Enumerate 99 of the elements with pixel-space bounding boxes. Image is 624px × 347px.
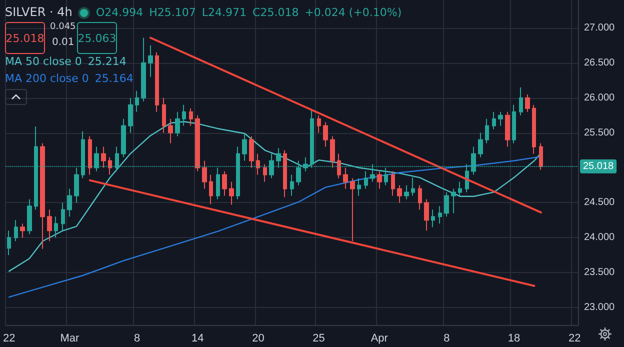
candlestick bbox=[148, 44, 153, 78]
candlestick bbox=[141, 37, 146, 102]
chart-title: SILVER · 4h bbox=[5, 5, 72, 19]
candlestick bbox=[67, 188, 72, 218]
text: MA 200 close 0 bbox=[5, 72, 89, 85]
candlestick bbox=[512, 104, 516, 144]
candlestick bbox=[485, 118, 489, 144]
y-tick-label: 23.500 bbox=[584, 267, 616, 278]
candlestick bbox=[101, 146, 106, 168]
annotation: O24.994 bbox=[96, 6, 144, 19]
candlestick bbox=[162, 97, 166, 134]
candlestick bbox=[404, 184, 409, 200]
candlestick bbox=[7, 230, 11, 256]
candlestick bbox=[88, 136, 92, 176]
annotation: H25.107 bbox=[149, 6, 196, 19]
candlestick bbox=[168, 118, 173, 144]
y-tick-label: 24.000 bbox=[584, 232, 616, 244]
candlestick bbox=[438, 206, 442, 224]
candlestick bbox=[505, 111, 510, 148]
candlestick bbox=[411, 177, 415, 196]
candlestick bbox=[397, 184, 402, 204]
candlestick bbox=[532, 104, 536, 154]
ref-line-label: 25.018 bbox=[583, 160, 614, 172]
candlestick bbox=[519, 86, 523, 116]
candlestick bbox=[391, 170, 395, 196]
candlestick bbox=[330, 136, 335, 168]
candlestick bbox=[202, 160, 207, 190]
candlestick bbox=[492, 111, 496, 130]
x-tick-label: 22 bbox=[568, 332, 581, 344]
candlestick bbox=[222, 170, 227, 196]
candlestick bbox=[458, 181, 462, 196]
candlestick bbox=[229, 181, 234, 206]
annotation: 25.018 bbox=[5, 22, 45, 54]
candlestick bbox=[121, 118, 126, 158]
text: MA 50 close 0 bbox=[5, 55, 82, 68]
y-tick-label: 26.000 bbox=[584, 92, 616, 104]
y-tick-label: 27.000 bbox=[584, 22, 616, 34]
candlestick bbox=[54, 216, 58, 238]
candlestick bbox=[350, 178, 355, 242]
candlestick bbox=[283, 150, 287, 198]
x-tick-label: 8 bbox=[444, 332, 450, 344]
candlestick bbox=[424, 198, 429, 232]
candlestick bbox=[14, 220, 18, 242]
candlestick bbox=[337, 153, 341, 179]
candlestick bbox=[249, 136, 254, 168]
candlestick bbox=[357, 178, 361, 196]
candlestick bbox=[444, 192, 449, 218]
candlestick bbox=[263, 164, 267, 182]
candlestick bbox=[175, 111, 180, 137]
x-tick-label: 18 bbox=[508, 332, 520, 344]
annotation: 0.01 bbox=[52, 37, 74, 48]
candlestick bbox=[323, 122, 328, 148]
candlestick bbox=[108, 156, 112, 176]
candlestick bbox=[431, 209, 435, 228]
line-series bbox=[8, 121, 542, 272]
x-tick-label: 25 bbox=[312, 332, 325, 344]
x-tick-label: 22 bbox=[2, 332, 16, 344]
x-tick-label: 14 bbox=[191, 332, 204, 344]
y-tick-label: 23.000 bbox=[584, 302, 616, 314]
y-tick-label: 26.500 bbox=[584, 57, 616, 68]
candlestick bbox=[317, 114, 321, 134]
annotation: 25.214 bbox=[88, 55, 126, 68]
annotation: C25.018 bbox=[252, 6, 299, 19]
line-series bbox=[8, 156, 542, 298]
annotation: +0.024 (+0.10%) bbox=[304, 6, 402, 19]
candlestick bbox=[195, 114, 200, 172]
candlestick bbox=[451, 188, 456, 214]
candlestick bbox=[128, 97, 133, 134]
annotation: 25.063 bbox=[77, 22, 117, 54]
candlestick bbox=[539, 142, 543, 170]
y-tick-label: 24.500 bbox=[584, 197, 616, 208]
candlestick bbox=[61, 202, 65, 232]
candlestick bbox=[182, 104, 186, 126]
candlestick bbox=[155, 52, 159, 112]
candlestick bbox=[377, 170, 382, 190]
candlestick bbox=[343, 167, 348, 190]
annotation: L24.971 bbox=[202, 6, 247, 19]
candlestick bbox=[20, 223, 25, 238]
annotation: 25.164 bbox=[94, 72, 134, 85]
candlestick bbox=[525, 94, 530, 112]
candlestick bbox=[364, 170, 368, 190]
candlestick bbox=[256, 153, 260, 176]
x-tick-label: 20 bbox=[252, 332, 264, 344]
candlestick bbox=[135, 90, 139, 112]
candlestick bbox=[478, 132, 483, 158]
candlestick bbox=[189, 108, 193, 126]
x-tick-label: Apr bbox=[370, 332, 388, 344]
annotation: 0.045 bbox=[50, 22, 76, 32]
candlestick bbox=[47, 209, 52, 242]
x-tick-label: 8 bbox=[134, 332, 140, 344]
candlestick bbox=[290, 174, 294, 196]
x-tick-label: Mar bbox=[60, 332, 80, 344]
candlestick bbox=[27, 198, 32, 235]
candlestick bbox=[40, 142, 45, 250]
y-tick-label: 25.500 bbox=[584, 127, 616, 138]
candlestick bbox=[418, 184, 422, 210]
candlestick bbox=[498, 111, 503, 126]
candlestick bbox=[242, 132, 247, 162]
candlestick bbox=[209, 174, 213, 205]
